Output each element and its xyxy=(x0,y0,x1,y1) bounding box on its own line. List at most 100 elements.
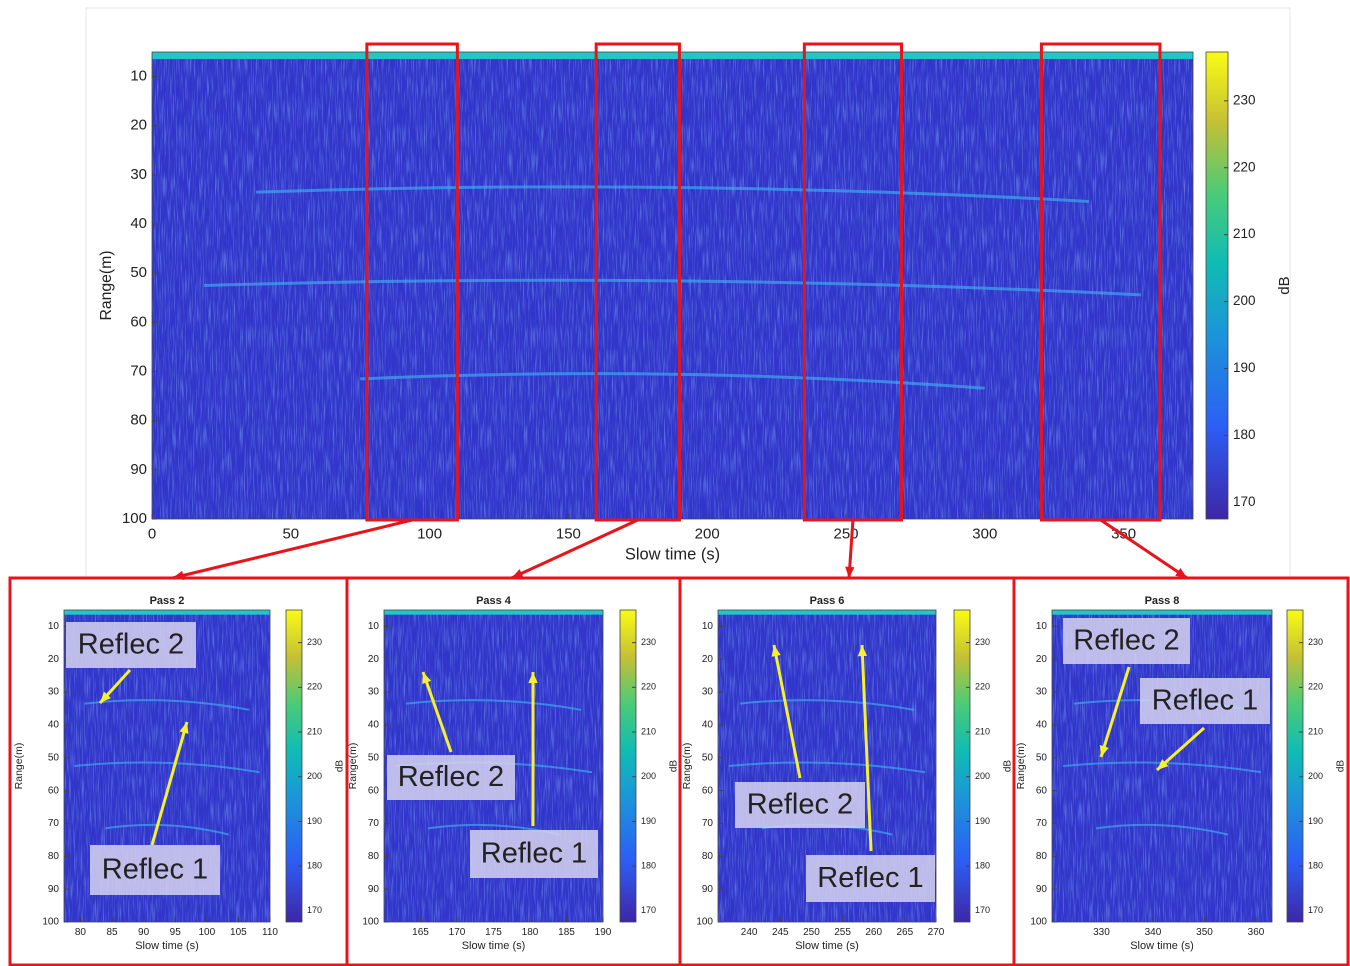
arrow-shaft xyxy=(510,518,639,580)
y-tick-label: 10 xyxy=(48,621,60,632)
colorbar-tick-label: 230 xyxy=(307,637,322,647)
y-axis-label: Range(m) xyxy=(13,743,25,790)
colorbar-tick-label: 230 xyxy=(1233,92,1256,107)
colorbar-tick-label: 170 xyxy=(641,905,656,915)
arrow-head xyxy=(1099,745,1109,757)
x-tick-label: 165 xyxy=(412,927,429,938)
x-tick-label: 100 xyxy=(198,927,215,938)
y-tick-label: 90 xyxy=(368,884,380,895)
x-axis-label: Slow time (s) xyxy=(795,940,859,952)
echo-trace xyxy=(105,823,230,836)
colorbar-tick-label: 210 xyxy=(1308,726,1323,736)
x-tick-label: 300 xyxy=(972,526,997,543)
x-axis-label: Slow time (s) xyxy=(625,545,720,563)
colorbar-tick-label: 190 xyxy=(1233,360,1256,375)
y-tick-label: 40 xyxy=(130,215,147,232)
arrow-head xyxy=(1157,759,1169,770)
arrow-shaft xyxy=(150,721,189,846)
colorbar-tick-label: 200 xyxy=(1308,771,1323,781)
x-axis-label: Slow time (s) xyxy=(1130,940,1194,952)
arrow-shaft xyxy=(421,671,453,753)
arrow-head xyxy=(511,569,524,578)
x-tick-label: 245 xyxy=(772,927,789,938)
colorbar-tick-label: 170 xyxy=(1233,494,1256,509)
colorbar-tick-label: 200 xyxy=(307,771,322,781)
y-tick-label: 30 xyxy=(1036,687,1048,698)
x-tick-label: 270 xyxy=(928,927,945,938)
x-tick-label: 250 xyxy=(833,526,858,543)
y-tick-label: 50 xyxy=(1036,752,1048,763)
heatmap-texture xyxy=(152,52,1193,519)
arrow-shaft xyxy=(860,644,873,852)
annotation-box xyxy=(1140,678,1270,724)
colorbar-tick-label: 180 xyxy=(975,861,990,871)
arrow-head xyxy=(100,691,111,703)
surface-band xyxy=(152,52,1193,60)
y-tick-label: 30 xyxy=(48,687,60,698)
y-tick-label: 90 xyxy=(130,461,147,478)
colorbar-tick-label: 230 xyxy=(1308,637,1323,647)
colorbar-tick-label: 190 xyxy=(307,816,322,826)
y-axis-label: Range(m) xyxy=(681,743,693,790)
y-tick-label: 100 xyxy=(1030,917,1047,928)
y-tick-label: 70 xyxy=(368,818,380,829)
annotation: Reflec 2 xyxy=(1073,625,1179,657)
colorbar-tick-label: 190 xyxy=(975,816,990,826)
annotation: Reflec 1 xyxy=(481,838,587,870)
colorbar-tick-label: 180 xyxy=(307,861,322,871)
echo-trace xyxy=(728,761,926,774)
y-tick-label: 90 xyxy=(702,884,714,895)
x-tick-label: 185 xyxy=(558,927,575,938)
arrow-head xyxy=(172,570,185,580)
y-tick-label: 60 xyxy=(702,785,714,796)
annotation: Reflec 1 xyxy=(1152,685,1258,717)
y-tick-label: 60 xyxy=(368,785,380,796)
colorbar xyxy=(953,609,971,923)
annotation-box xyxy=(1063,618,1190,664)
x-tick-label: 180 xyxy=(522,927,539,938)
colorbar-tick-label: 210 xyxy=(641,726,656,736)
arrow-head xyxy=(845,566,855,578)
annotation: Reflec 1 xyxy=(817,862,923,894)
colorbar-label: dB xyxy=(669,760,680,773)
annotation-box xyxy=(66,622,196,668)
y-tick-label: 80 xyxy=(702,851,714,862)
y-tick-label: 60 xyxy=(48,785,60,796)
y-tick-label: 10 xyxy=(702,621,714,632)
colorbar-tick-label: 230 xyxy=(641,637,656,647)
annotation-box xyxy=(90,845,220,895)
colorbar-label: dB xyxy=(1276,276,1293,294)
x-tick-label: 200 xyxy=(695,526,720,543)
y-tick-label: 70 xyxy=(130,362,147,379)
colorbar-label: dB xyxy=(1336,760,1347,773)
y-axis-label: Range(m) xyxy=(1015,743,1027,790)
y-tick-label: 40 xyxy=(368,720,380,731)
x-tick-label: 50 xyxy=(282,526,299,543)
y-tick-label: 20 xyxy=(702,654,714,665)
colorbar-tick-label: 230 xyxy=(975,637,990,647)
y-tick-label: 60 xyxy=(130,313,147,330)
colorbar xyxy=(1286,609,1304,923)
colorbar-tick-label: 220 xyxy=(975,682,990,692)
arrow-head xyxy=(857,645,868,657)
y-tick-label: 10 xyxy=(368,621,380,632)
echo-trace xyxy=(739,699,915,711)
x-tick-label: 85 xyxy=(106,927,118,938)
x-tick-label: 265 xyxy=(897,927,914,938)
colorbar-tick-label: 190 xyxy=(1308,816,1323,826)
panel-title: Pass 2 xyxy=(150,595,185,607)
x-axis-label: Slow time (s) xyxy=(462,940,526,952)
surface-band xyxy=(718,610,936,615)
arrow-head xyxy=(422,672,432,684)
x-tick-label: 105 xyxy=(230,927,247,938)
surface-band xyxy=(64,610,270,615)
arrow-shaft xyxy=(172,518,413,580)
x-tick-label: 100 xyxy=(417,526,442,543)
arrow-head xyxy=(1175,567,1187,578)
colorbar-tick-label: 220 xyxy=(1308,682,1323,692)
x-tick-label: 340 xyxy=(1145,927,1162,938)
panel-frame xyxy=(1012,576,1350,966)
x-tick-label: 360 xyxy=(1248,927,1265,938)
y-tick-label: 10 xyxy=(1036,621,1048,632)
